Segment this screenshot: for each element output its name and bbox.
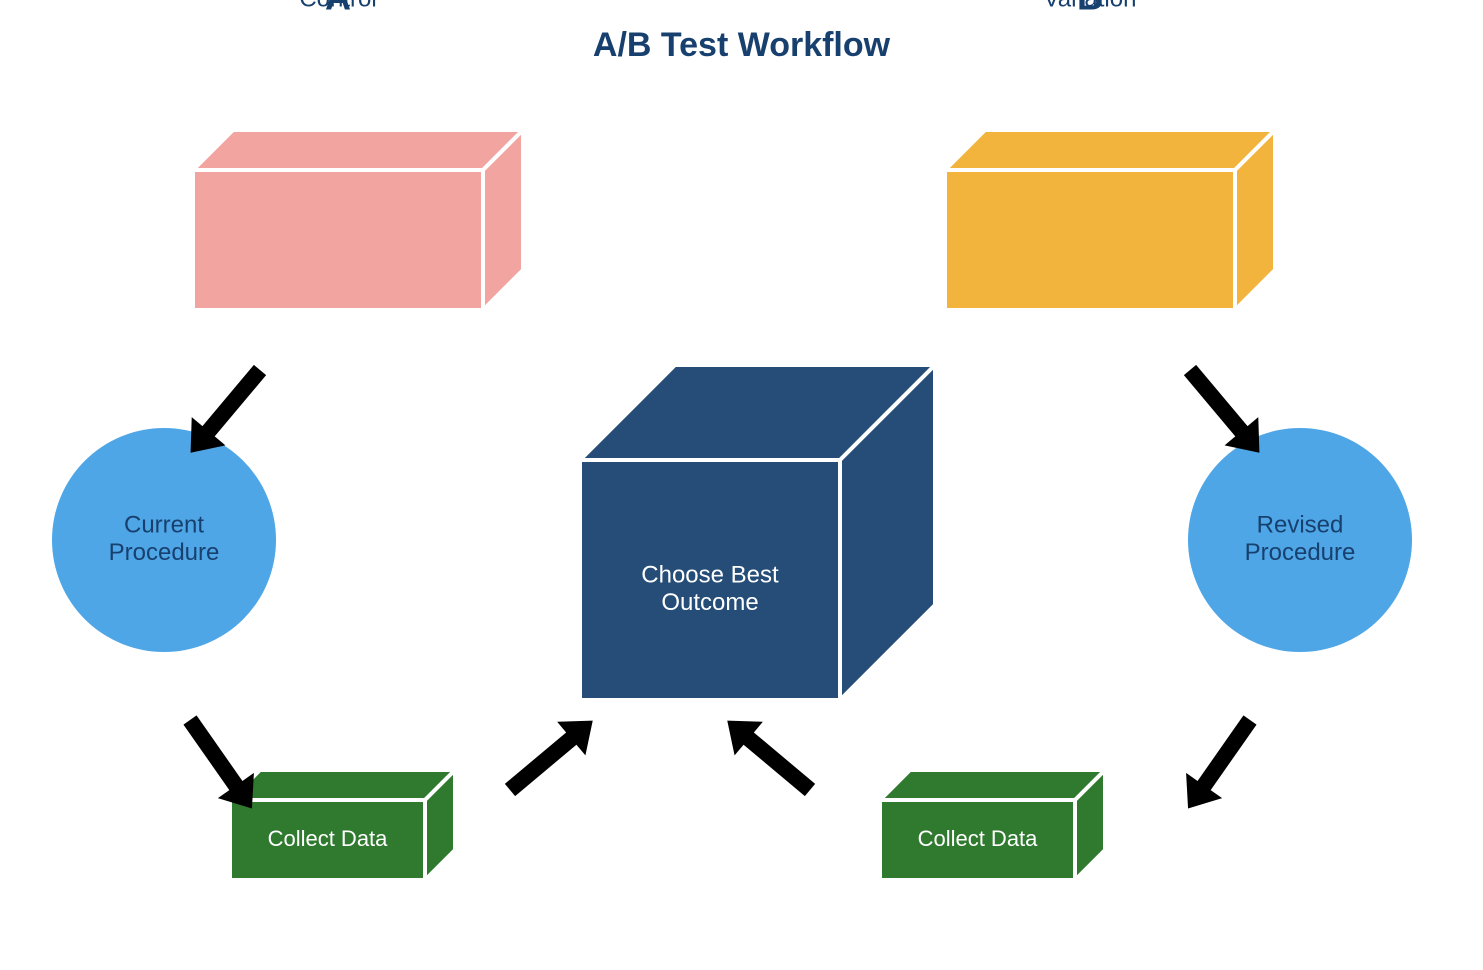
arrow-collect-a-to-cube xyxy=(496,704,607,807)
box-a-control: AControl xyxy=(193,0,523,310)
circle-current-procedure: CurrentProcedure xyxy=(52,428,276,652)
cube-choose-best-outcome: Choose BestOutcome xyxy=(580,365,935,700)
svg-text:Variation: Variation xyxy=(1044,0,1137,12)
arrow-circle-b-to-collect xyxy=(1170,707,1268,821)
arrow-collect-b-to-cube xyxy=(713,704,824,807)
diagram-stage: A/B Test Workflow AControlBVariationCurr… xyxy=(0,0,1483,970)
circle-revised-procedure: RevisedProcedure xyxy=(1188,428,1412,652)
box-b-variation: BVariation xyxy=(945,0,1275,310)
svg-text:Revised: Revised xyxy=(1257,512,1344,539)
svg-text:Current: Current xyxy=(124,512,204,539)
box-collect-data-b: Collect Data xyxy=(880,770,1105,880)
svg-text:Control: Control xyxy=(299,0,376,12)
svg-text:Choose Best: Choose Best xyxy=(641,562,779,589)
svg-text:Outcome: Outcome xyxy=(661,589,758,616)
box-collect-data-a: Collect Data xyxy=(230,770,455,880)
svg-text:Procedure: Procedure xyxy=(1245,539,1356,566)
svg-text:Procedure: Procedure xyxy=(109,539,220,566)
diagram-svg: AControlBVariationCurrentProcedureRevise… xyxy=(0,0,1483,970)
svg-text:Collect Data: Collect Data xyxy=(268,826,389,851)
svg-text:Collect Data: Collect Data xyxy=(918,826,1039,851)
